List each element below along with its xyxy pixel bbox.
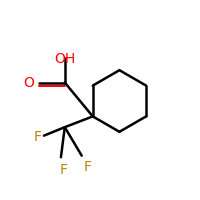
Text: O: O	[23, 76, 34, 90]
Text: F: F	[84, 160, 92, 174]
Text: F: F	[34, 130, 42, 144]
Text: OH: OH	[54, 52, 75, 66]
Text: F: F	[59, 163, 67, 177]
